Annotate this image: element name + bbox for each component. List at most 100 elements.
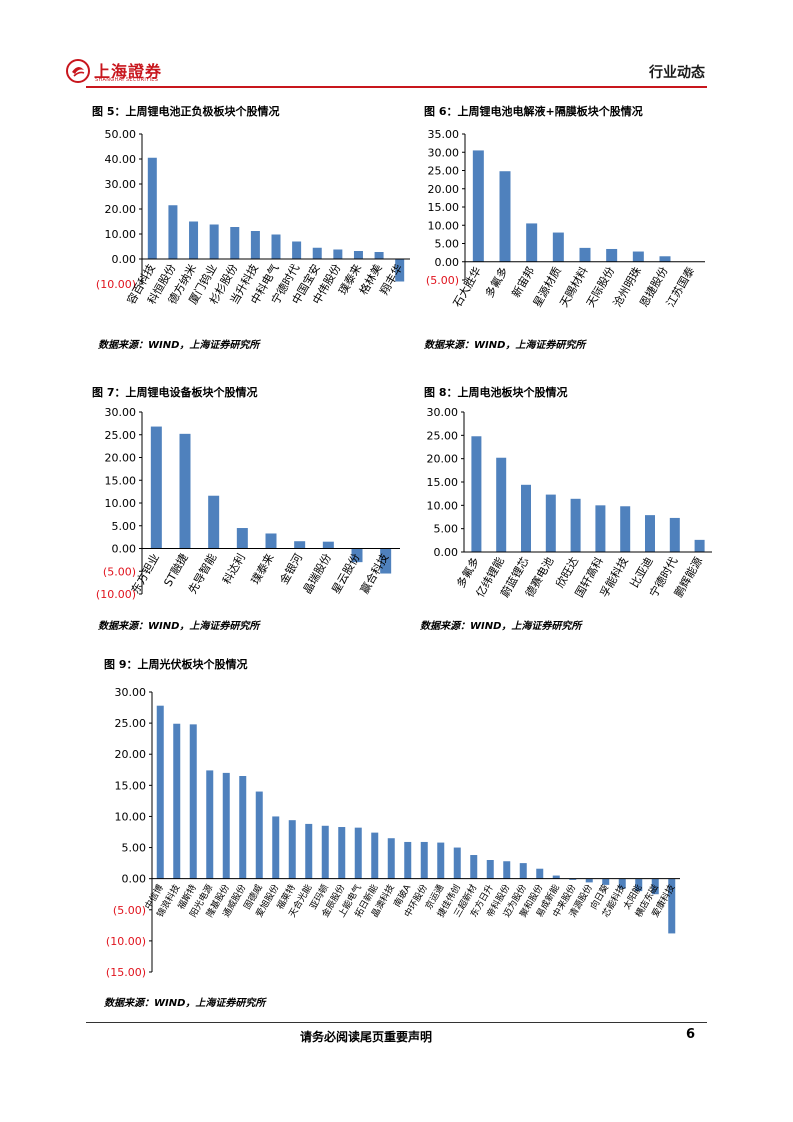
figure-7-source: 数据来源：WIND，上海证券研究所 bbox=[98, 621, 260, 632]
bar-6 bbox=[250, 231, 260, 259]
bar-13 bbox=[395, 259, 405, 282]
bar-2 bbox=[168, 205, 178, 259]
bar-16 bbox=[404, 841, 412, 879]
y-tick-label: 0.00 bbox=[112, 543, 137, 556]
y-tick-label: (10.00) bbox=[96, 278, 136, 291]
figure-8-chart: 0.005.0010.0015.0020.0025.0030.00多氟多亿纬锂能… bbox=[427, 406, 712, 600]
y-tick-label: 20.00 bbox=[428, 183, 460, 196]
bar-22 bbox=[503, 861, 511, 879]
y-tick-label: 30.00 bbox=[105, 406, 137, 419]
figure-5-title: 图 5：上周锂电池正负极板块个股情况 bbox=[92, 105, 280, 118]
bar-7 bbox=[271, 234, 281, 259]
bar-11 bbox=[321, 825, 329, 879]
bar-12 bbox=[374, 252, 384, 259]
header-rule bbox=[86, 86, 707, 88]
logo-subtitle: SHANGHAI SECURITIES bbox=[95, 77, 159, 83]
bar-4 bbox=[236, 528, 248, 549]
footer-disclaimer: 请务必阅读尾页重要声明 bbox=[300, 1030, 433, 1044]
category-label: ST融捷 bbox=[161, 551, 191, 589]
bar-25 bbox=[552, 875, 560, 879]
category-label: 科达利 bbox=[219, 551, 248, 587]
y-tick-label: 30.00 bbox=[105, 178, 137, 191]
bar-18 bbox=[437, 842, 445, 879]
bar-6 bbox=[239, 776, 247, 879]
bar-9 bbox=[288, 820, 296, 879]
bar-1 bbox=[472, 150, 484, 262]
y-tick-label: 0.00 bbox=[435, 256, 460, 269]
y-tick-label: 5.00 bbox=[434, 523, 459, 536]
figure-5-chart: (10.00)0.0010.0020.0030.0040.0050.00容百科技… bbox=[96, 128, 410, 307]
y-tick-label: 5.00 bbox=[122, 842, 147, 855]
y-tick-label: (15.00) bbox=[106, 966, 146, 979]
bar-26 bbox=[569, 878, 577, 880]
y-tick-label: 25.00 bbox=[105, 429, 137, 442]
bar-10 bbox=[333, 249, 343, 259]
bar-23 bbox=[519, 863, 527, 879]
bar-5 bbox=[265, 533, 277, 549]
figure-7-chart: (10.00) (5.00) 0.00 5.00 10.00 15.00 20.00 25.0… bbox=[96, 406, 400, 601]
y-tick-label: 15.00 bbox=[427, 476, 459, 489]
figure-6-source: 数据来源：WIND，上海证券研究所 bbox=[424, 340, 586, 351]
bar-6 bbox=[606, 248, 618, 262]
y-tick-label: 10.00 bbox=[115, 810, 147, 823]
figure-9-chart: (15.00) (10.00) (5.00) 0.00 5.00 10.00 15.00 20… bbox=[106, 686, 680, 979]
y-tick-label: 35.00 bbox=[428, 128, 460, 141]
bar-8 bbox=[645, 515, 655, 552]
bar-7 bbox=[620, 506, 631, 552]
bar-29 bbox=[618, 878, 626, 889]
logo-text: 上海證券 bbox=[94, 62, 163, 81]
bar-2 bbox=[179, 433, 191, 549]
page-number: 6 bbox=[685, 1027, 695, 1042]
bar-8 bbox=[292, 241, 302, 259]
y-tick-label: 10.00 bbox=[105, 228, 137, 241]
bar-12 bbox=[338, 827, 346, 879]
bar-1 bbox=[150, 426, 162, 549]
y-tick-label: 25.00 bbox=[428, 165, 460, 178]
bar-20 bbox=[470, 855, 478, 879]
bar-9 bbox=[669, 517, 680, 552]
bar-7 bbox=[632, 251, 644, 262]
y-tick-label: (5.00) bbox=[113, 904, 146, 917]
bar-28 bbox=[602, 878, 610, 885]
y-tick-label: 5.00 bbox=[112, 520, 137, 533]
bar-3 bbox=[189, 724, 197, 879]
bar-5 bbox=[570, 498, 581, 552]
figure-6-title: 图 6：上周锂电池电解液+隔膜板块个股情况 bbox=[424, 105, 643, 118]
y-tick-label: 40.00 bbox=[105, 153, 137, 166]
y-tick-label: 0.00 bbox=[434, 546, 459, 559]
figure-6-chart: (5.00) 0.00 5.00 10.00 15.00 20.00 25.00 30.00 3… bbox=[426, 128, 705, 309]
y-tick-label: 20.00 bbox=[115, 748, 147, 761]
y-tick-label: 10.00 bbox=[427, 499, 459, 512]
section-title: 行业动态 bbox=[649, 65, 705, 81]
bar-8 bbox=[351, 548, 363, 563]
bar-4 bbox=[206, 770, 214, 879]
bar-7 bbox=[255, 791, 263, 879]
bar-4 bbox=[545, 494, 556, 552]
bar-10 bbox=[694, 539, 705, 552]
bar-31 bbox=[651, 878, 659, 895]
bar-3 bbox=[526, 223, 538, 262]
y-tick-label: (5.00) bbox=[103, 565, 136, 578]
category-label: 新宙邦 bbox=[509, 264, 538, 300]
bar-1 bbox=[147, 157, 157, 259]
y-tick-label: (10.00) bbox=[96, 588, 136, 601]
y-tick-label: 10.00 bbox=[105, 497, 137, 510]
bar-8 bbox=[272, 816, 280, 879]
bar-19 bbox=[453, 847, 461, 879]
y-tick-label: (5.00) bbox=[426, 274, 459, 287]
bar-17 bbox=[420, 841, 428, 879]
y-tick-label: 15.00 bbox=[105, 474, 137, 487]
bar-7 bbox=[322, 541, 334, 549]
bar-2 bbox=[499, 171, 511, 262]
bar-6 bbox=[294, 541, 306, 549]
bar-4 bbox=[209, 224, 219, 259]
bar-32 bbox=[668, 878, 676, 934]
bar-10 bbox=[305, 823, 313, 879]
bar-14 bbox=[371, 832, 379, 879]
bar-2 bbox=[496, 457, 507, 552]
y-tick-label: (10.00) bbox=[106, 935, 146, 948]
bar-5 bbox=[230, 227, 240, 259]
bar-2 bbox=[173, 723, 181, 879]
y-tick-label: 20.00 bbox=[105, 452, 137, 465]
y-tick-label: 20.00 bbox=[427, 453, 459, 466]
